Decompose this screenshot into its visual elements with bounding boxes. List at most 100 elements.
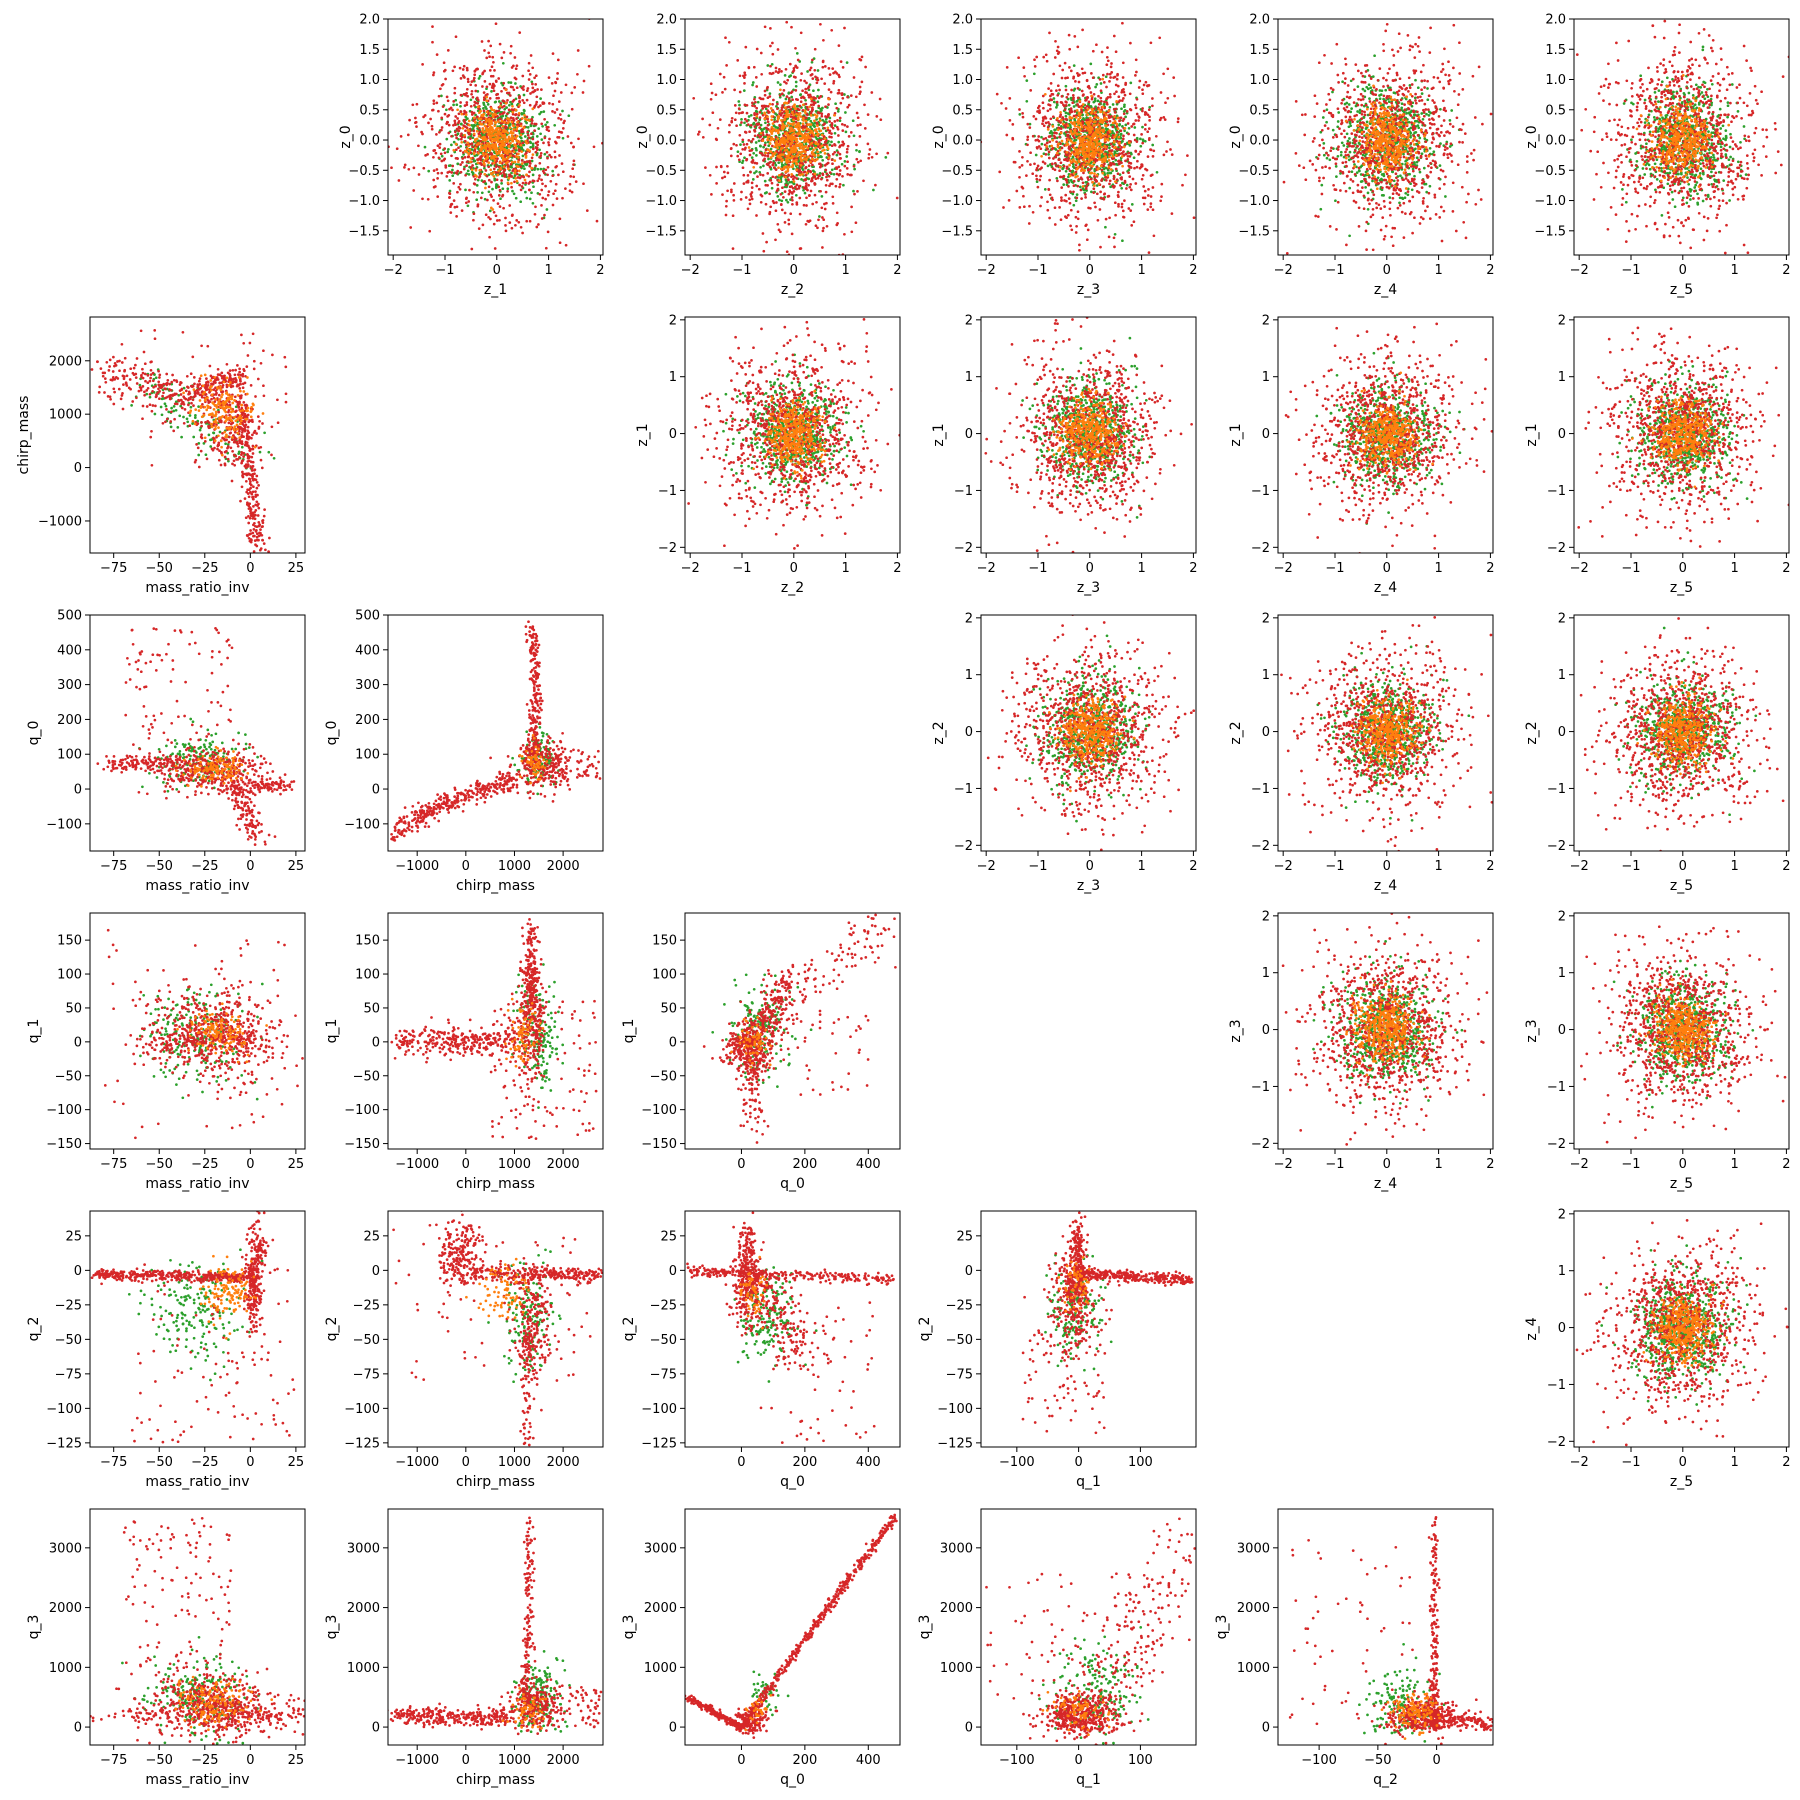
data-point bbox=[998, 170, 1002, 174]
data-point bbox=[491, 82, 495, 86]
data-point bbox=[724, 36, 727, 40]
data-point bbox=[785, 148, 788, 152]
data-point bbox=[838, 144, 842, 148]
data-point bbox=[517, 156, 520, 159]
data-point bbox=[777, 161, 781, 165]
data-point bbox=[1078, 185, 1082, 189]
data-point bbox=[776, 183, 780, 187]
data-point bbox=[816, 142, 820, 146]
data-point bbox=[406, 133, 410, 137]
data-point bbox=[556, 77, 559, 81]
data-point bbox=[821, 216, 824, 219]
data-point bbox=[1132, 156, 1136, 160]
data-point bbox=[774, 70, 778, 73]
data-point bbox=[507, 103, 511, 107]
data-point bbox=[721, 176, 724, 180]
data-point bbox=[777, 151, 781, 155]
data-point bbox=[1028, 126, 1032, 129]
data-point bbox=[1176, 117, 1180, 120]
data-point bbox=[763, 111, 766, 115]
data-point bbox=[754, 141, 758, 144]
data-point bbox=[718, 72, 722, 76]
data-point bbox=[1122, 97, 1125, 100]
data-point bbox=[509, 141, 512, 145]
data-point bbox=[469, 98, 473, 102]
data-point bbox=[548, 137, 551, 141]
data-point bbox=[448, 179, 452, 182]
data-point bbox=[440, 171, 444, 175]
data-point bbox=[530, 156, 534, 160]
data-point bbox=[479, 149, 483, 152]
data-point bbox=[492, 156, 495, 160]
data-point bbox=[808, 136, 812, 140]
data-point bbox=[798, 131, 802, 134]
data-point bbox=[784, 109, 788, 113]
data-point bbox=[1096, 99, 1100, 103]
data-point bbox=[517, 112, 521, 115]
data-point bbox=[794, 107, 797, 110]
data-point bbox=[487, 185, 491, 189]
data-point bbox=[451, 174, 455, 178]
data-point bbox=[514, 176, 518, 180]
data-point bbox=[487, 265, 490, 268]
data-point bbox=[514, 136, 518, 140]
data-point bbox=[467, 155, 471, 158]
data-point bbox=[541, 196, 545, 200]
data-point bbox=[498, 117, 502, 121]
data-point bbox=[451, 164, 455, 168]
data-point bbox=[726, 171, 730, 175]
data-point bbox=[852, 76, 856, 79]
data-point bbox=[613, 99, 616, 102]
data-point bbox=[858, 135, 862, 138]
data-point bbox=[1002, 206, 1005, 209]
data-point bbox=[709, 82, 713, 86]
data-point bbox=[503, 168, 506, 172]
data-point bbox=[451, 69, 455, 73]
data-point bbox=[509, 130, 513, 133]
data-point bbox=[1146, 113, 1150, 117]
data-point bbox=[519, 122, 523, 126]
data-point bbox=[510, 171, 513, 175]
data-point bbox=[819, 129, 823, 133]
data-point bbox=[458, 126, 462, 130]
data-point bbox=[808, 219, 812, 223]
data-point bbox=[518, 94, 521, 98]
y-tick-label: −1.0 bbox=[348, 194, 380, 209]
data-point bbox=[403, 166, 406, 169]
data-point bbox=[499, 104, 502, 108]
data-point bbox=[870, 91, 874, 94]
data-point bbox=[1065, 216, 1068, 220]
data-point bbox=[449, 211, 453, 214]
data-point bbox=[750, 140, 753, 143]
data-point bbox=[766, 172, 770, 175]
data-point bbox=[870, 155, 874, 159]
data-point bbox=[777, 70, 781, 74]
data-point bbox=[451, 168, 454, 172]
data-point bbox=[458, 187, 462, 191]
scatter-points bbox=[692, 20, 920, 255]
data-point bbox=[477, 77, 481, 80]
data-point bbox=[809, 123, 813, 126]
data-point bbox=[498, 218, 501, 222]
data-point bbox=[763, 89, 767, 93]
data-point bbox=[533, 212, 537, 216]
data-point bbox=[515, 86, 519, 90]
data-point bbox=[760, 72, 764, 76]
data-point bbox=[493, 100, 497, 104]
data-point bbox=[767, 144, 771, 148]
data-point bbox=[522, 88, 525, 91]
data-point bbox=[488, 97, 492, 100]
data-point bbox=[551, 203, 555, 207]
data-point bbox=[819, 189, 822, 193]
data-point bbox=[917, 95, 920, 98]
data-point bbox=[1021, 112, 1024, 115]
data-point bbox=[469, 104, 473, 108]
data-point bbox=[763, 93, 767, 97]
y-tick-label: 1.5 bbox=[359, 43, 380, 58]
data-point bbox=[484, 117, 488, 121]
data-point bbox=[482, 159, 486, 163]
data-point bbox=[765, 130, 768, 134]
data-point bbox=[542, 141, 545, 145]
data-point bbox=[539, 110, 543, 114]
data-point bbox=[758, 116, 762, 119]
